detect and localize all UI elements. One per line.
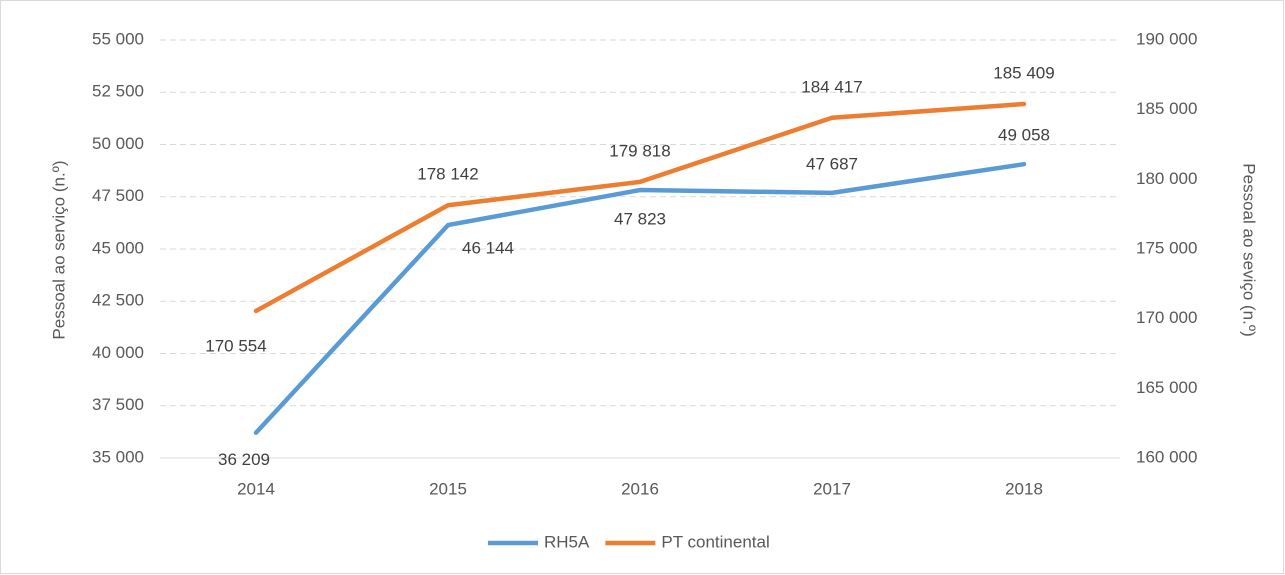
x-tick-label: 2016 bbox=[621, 479, 659, 498]
legend-label: PT continental bbox=[661, 532, 769, 551]
data-label: 46 144 bbox=[462, 239, 514, 258]
data-label: 170 554 bbox=[205, 336, 266, 355]
legend-label: RH5A bbox=[544, 532, 590, 551]
data-label: 185 409 bbox=[993, 63, 1054, 82]
y-tick-label: 47 500 bbox=[92, 186, 144, 205]
data-label: 47 823 bbox=[614, 209, 666, 228]
data-label: 47 687 bbox=[806, 154, 858, 173]
y-tick-label: 55 000 bbox=[92, 29, 144, 48]
y2-tick-label: 165 000 bbox=[1136, 378, 1197, 397]
y2-axis-label: Pessoal ao seviço (n.º) bbox=[1240, 163, 1259, 336]
y2-tick-label: 170 000 bbox=[1136, 308, 1197, 327]
y2-tick-label: 175 000 bbox=[1136, 238, 1197, 257]
line bbox=[253, 161, 1027, 435]
x-tick-label: 2014 bbox=[237, 479, 275, 498]
y2-tick-label: 180 000 bbox=[1136, 169, 1197, 188]
y2-tick-label: 185 000 bbox=[1136, 99, 1197, 118]
y-tick-label: 37 500 bbox=[92, 395, 144, 414]
y-tick-label: 52 500 bbox=[92, 82, 144, 101]
data-label: 36 209 bbox=[218, 450, 270, 469]
data-label: 184 417 bbox=[801, 77, 862, 96]
y-tick-label: 35 000 bbox=[92, 447, 144, 466]
y-tick-label: 50 000 bbox=[92, 134, 144, 153]
y2-tick-label: 190 000 bbox=[1136, 29, 1197, 48]
y2-tick-label: 160 000 bbox=[1136, 447, 1197, 466]
y-tick-label: 40 000 bbox=[92, 343, 144, 362]
x-tick-label: 2017 bbox=[813, 479, 851, 498]
data-label: 49 058 bbox=[998, 126, 1050, 145]
data-label: 178 142 bbox=[417, 165, 478, 184]
x-tick-label: 2015 bbox=[429, 479, 467, 498]
y-tick-label: 42 500 bbox=[92, 291, 144, 310]
y-tick-label: 45 000 bbox=[92, 238, 144, 257]
y-axis-label: Pessoal ao serviço (n.º) bbox=[49, 160, 68, 339]
x-tick-label: 2018 bbox=[1005, 479, 1043, 498]
line bbox=[253, 101, 1027, 314]
data-label: 179 818 bbox=[609, 141, 670, 160]
